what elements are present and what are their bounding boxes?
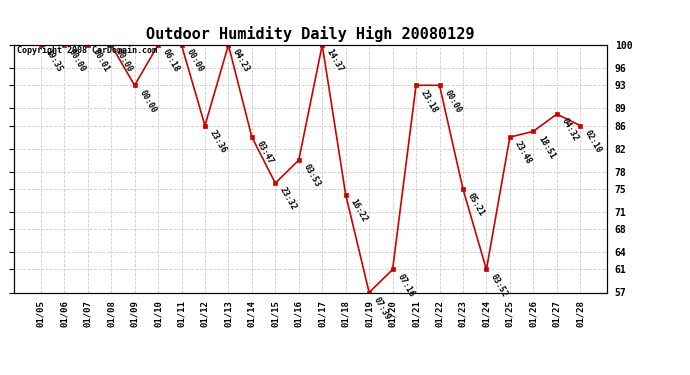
Text: 19:35: 19:35 [43, 48, 64, 74]
Title: Outdoor Humidity Daily High 20080129: Outdoor Humidity Daily High 20080129 [146, 27, 475, 42]
Text: 07:39: 07:39 [372, 295, 392, 321]
Text: 18:51: 18:51 [536, 134, 556, 160]
Text: 03:53: 03:53 [302, 163, 322, 189]
Text: 00:01: 00:01 [90, 48, 111, 74]
Text: 05:21: 05:21 [466, 192, 486, 218]
Text: 00:00: 00:00 [137, 88, 157, 114]
Text: 06:18: 06:18 [161, 48, 181, 74]
Text: 04:32: 04:32 [560, 117, 580, 143]
Text: 02:10: 02:10 [583, 128, 603, 154]
Text: 00:00: 00:00 [114, 48, 135, 74]
Text: 14:37: 14:37 [325, 48, 345, 74]
Text: 00:00: 00:00 [442, 88, 462, 114]
Text: 23:36: 23:36 [208, 128, 228, 154]
Text: 23:18: 23:18 [419, 88, 439, 114]
Text: 04:23: 04:23 [231, 48, 251, 74]
Text: Copyright 2008 CarDomain.com: Copyright 2008 CarDomain.com [17, 46, 157, 55]
Text: 00:00: 00:00 [67, 48, 88, 74]
Text: 03:47: 03:47 [255, 140, 275, 166]
Text: 23:48: 23:48 [513, 140, 533, 166]
Text: 16:22: 16:22 [348, 197, 368, 223]
Text: 07:16: 07:16 [395, 272, 415, 298]
Text: 03:52: 03:52 [489, 272, 509, 298]
Text: 00:00: 00:00 [184, 48, 204, 74]
Text: 23:32: 23:32 [278, 186, 298, 212]
